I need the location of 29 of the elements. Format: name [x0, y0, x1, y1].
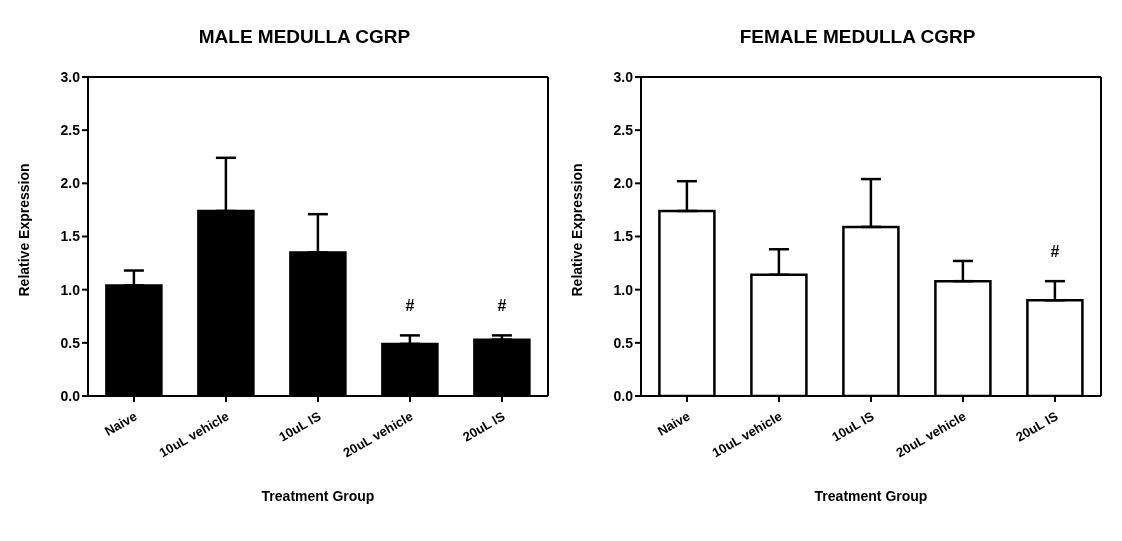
y-tick-label: 0.5	[60, 334, 81, 351]
y-tick-label: 1.5	[613, 228, 634, 245]
x-axis-title: Treatment Group	[814, 488, 928, 504]
y-tick-label: 0.0	[613, 387, 634, 404]
y-tick-label: 2.5	[60, 122, 81, 139]
x-tick-label: Naive	[654, 408, 693, 439]
x-tick-label: 20uL IS	[460, 408, 508, 445]
x-tick-label: 10uL IS	[829, 408, 877, 445]
y-tick-label: 2.5	[613, 122, 634, 139]
y-tick-label: 2.0	[60, 175, 81, 192]
y-tick-label: 1.0	[613, 281, 634, 298]
x-tick-label: 10uL IS	[276, 408, 324, 445]
y-axis-title: Relative Expression	[568, 163, 585, 297]
x-tick-label: 20uL IS	[1013, 408, 1061, 445]
annotation: #	[1050, 243, 1060, 261]
y-tick-label: 3.0	[60, 68, 81, 85]
y-axis-title: Relative Expression	[15, 163, 32, 297]
y-tick-label: 0.0	[60, 387, 81, 404]
annotation: #	[405, 297, 415, 315]
x-tick-label: Naive	[101, 408, 140, 439]
chart-title: MALE MEDULLA CGRP	[197, 25, 412, 49]
y-tick-label: 0.5	[613, 334, 634, 351]
y-tick-label: 1.0	[60, 281, 81, 298]
x-axis-title: Treatment Group	[261, 488, 375, 504]
chart-title: FEMALE MEDULLA CGRP	[738, 25, 977, 49]
y-tick-label: 2.0	[613, 175, 634, 192]
annotation: #	[497, 297, 507, 315]
y-tick-label: 3.0	[613, 68, 634, 85]
y-tick-label: 1.5	[60, 228, 81, 245]
